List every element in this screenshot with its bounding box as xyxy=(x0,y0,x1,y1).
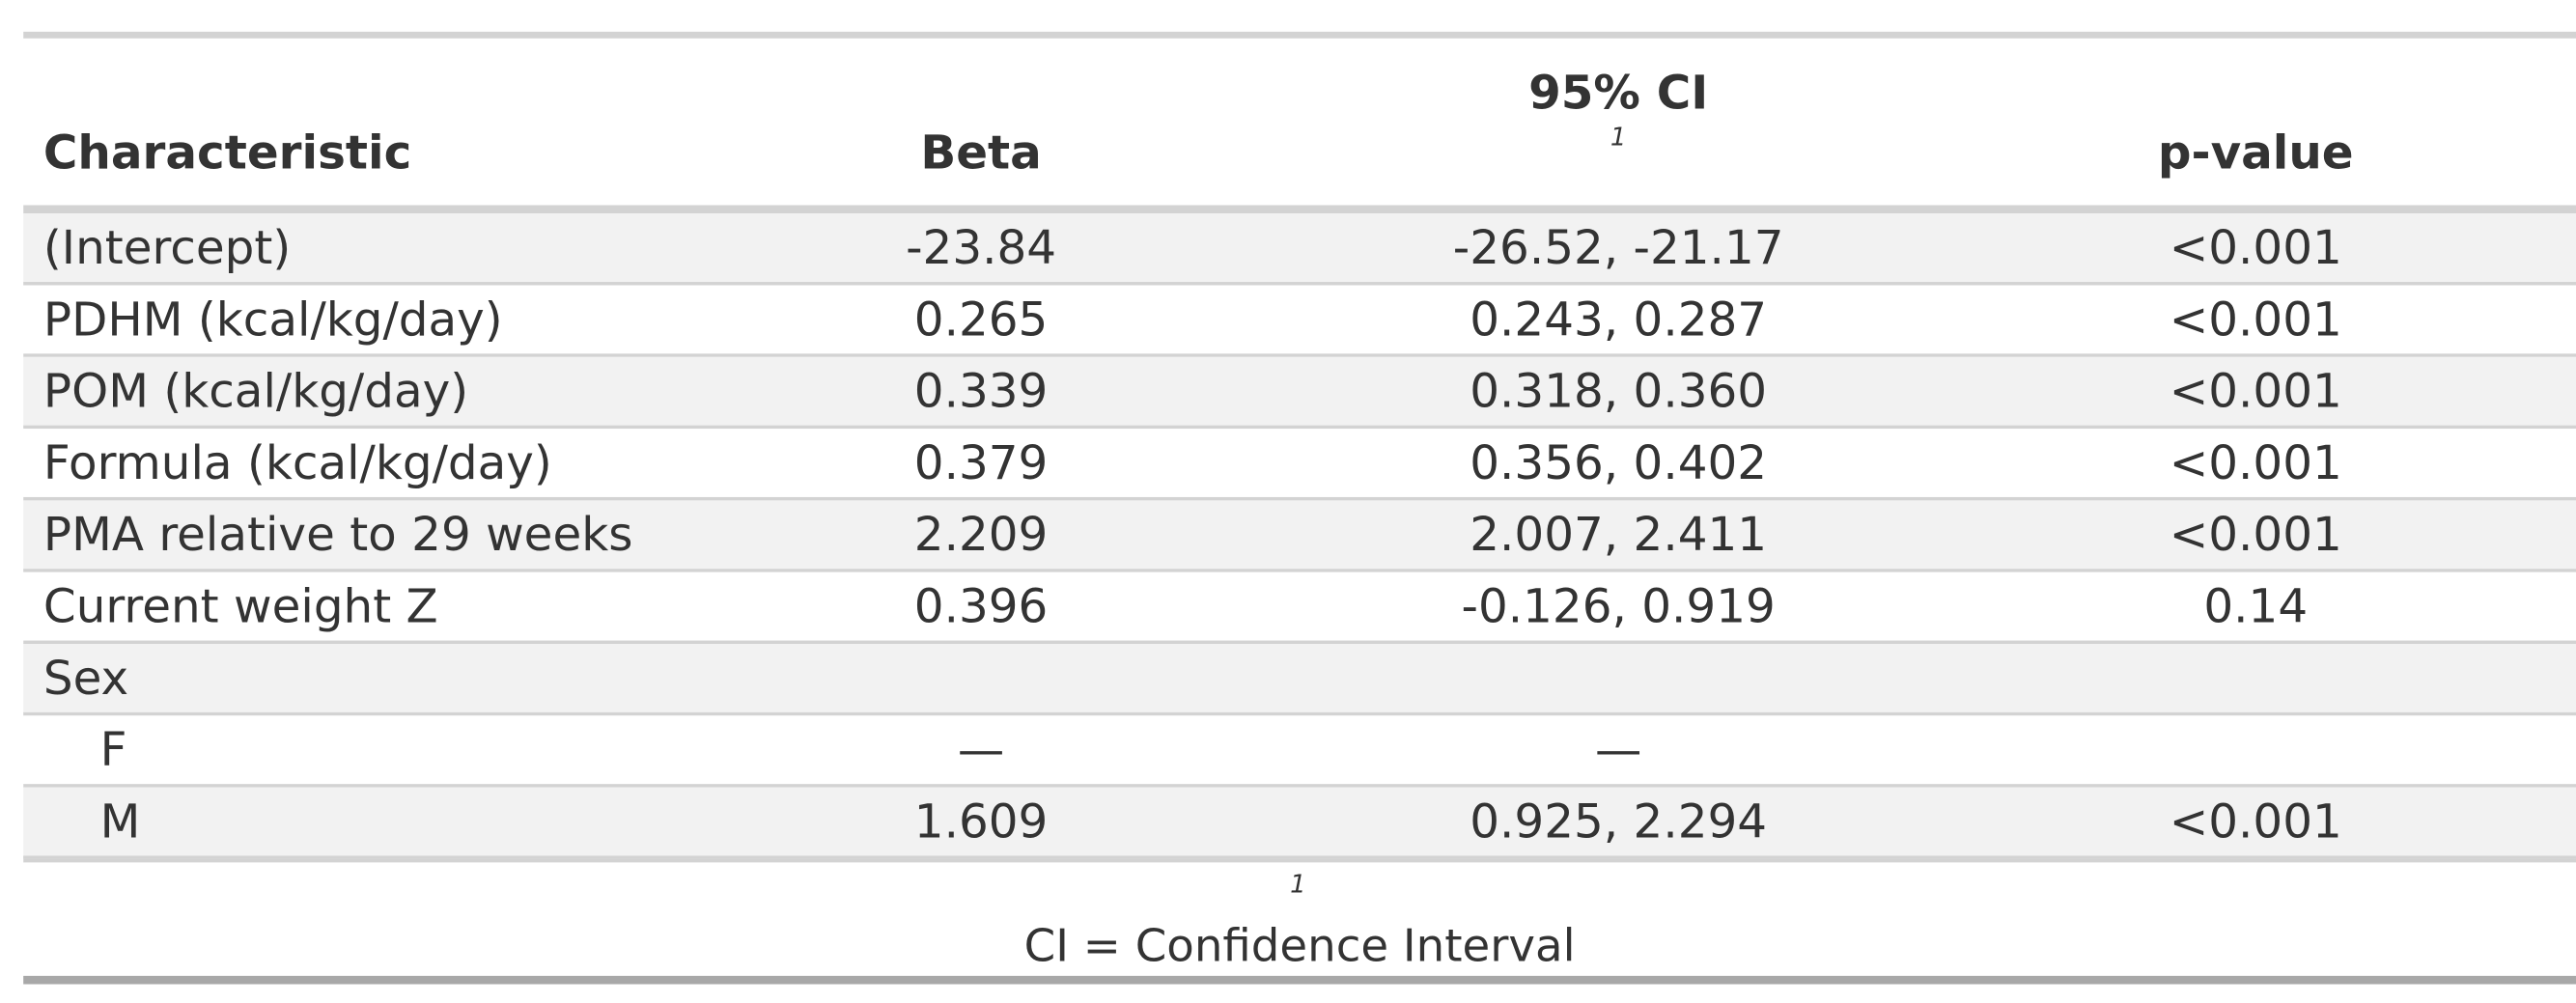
beta-cell: 0.379 xyxy=(913,435,1049,491)
header-rule xyxy=(23,205,2576,214)
header-characteristic: Characteristic xyxy=(42,125,412,181)
p-value-cell: <0.001 xyxy=(2169,507,2342,563)
table-row: Current weight Z 0.396 -0.126, 0.919 0.14 xyxy=(23,571,2576,645)
ci-cell: -0.126, 0.919 xyxy=(1461,578,1776,634)
beta-cell: -23.84 xyxy=(906,220,1057,276)
table-bottom-rule xyxy=(23,855,2576,863)
beta-cell: 0.265 xyxy=(913,292,1049,348)
p-value-cell: <0.001 xyxy=(2169,794,2342,850)
ci-cell: — xyxy=(1594,722,1642,778)
row-label-cell: Sex xyxy=(42,650,129,706)
ci-cell: 0.925, 2.294 xyxy=(1470,794,1768,850)
p-value-cell: <0.001 xyxy=(2169,292,2342,348)
table-row: PMA relative to 29 weeks 2.209 2.007, 2.41… xyxy=(23,500,2576,572)
table-row: (Intercept) -23.84 -26.52, -21.17 <0.001 xyxy=(23,213,2576,286)
beta-cell: 1.609 xyxy=(913,794,1049,850)
beta-cell: 0.339 xyxy=(913,363,1049,419)
p-value-cell: 0.14 xyxy=(2203,578,2309,634)
p-value-cell: <0.001 xyxy=(2169,363,2342,419)
table-row: F — — xyxy=(23,715,2576,788)
ci-cell: 0.356, 0.402 xyxy=(1470,435,1768,491)
row-label-cell: F xyxy=(99,722,127,778)
table-row: PDHM (kcal/kg/day) 0.265 0.243, 0.287 <0.00… xyxy=(23,285,2576,357)
row-label-cell: Current weight Z xyxy=(42,578,438,634)
p-value-cell: <0.001 xyxy=(2169,220,2342,276)
table-end-rule xyxy=(23,975,2576,985)
table-row: Sex xyxy=(23,644,2576,716)
row-label-cell: Formula (kcal/kg/day) xyxy=(42,435,552,491)
table-header: Characteristic Beta 95% CI 1 p-value xyxy=(23,39,2576,206)
row-label-cell: PDHM (kcal/kg/day) xyxy=(42,292,503,348)
ci-cell: 2.007, 2.411 xyxy=(1470,507,1768,563)
table-body: (Intercept) -23.84 -26.52, -21.17 <0.001 PDH… xyxy=(23,213,2576,859)
row-label-cell: M xyxy=(99,794,141,850)
regression-table: Characteristic Beta 95% CI 1 p-value (In… xyxy=(23,31,2576,985)
header-p-value: p-value xyxy=(2157,125,2354,181)
table-footer: 1 CI = Confidence Interval xyxy=(23,862,2576,976)
table-row: M 1.609 0.925, 2.294 <0.001 xyxy=(23,787,2576,859)
table-row: Formula (kcal/kg/day) 0.379 0.356, 0.402 <0… xyxy=(23,429,2576,501)
ci-cell: 0.318, 0.360 xyxy=(1470,363,1768,419)
header-ci-footnote-mark: 1 xyxy=(1610,122,1627,153)
beta-cell: — xyxy=(957,722,1005,778)
beta-cell: 2.209 xyxy=(913,507,1049,563)
row-label-cell: PMA relative to 29 weeks xyxy=(42,507,633,563)
header-beta: Beta xyxy=(920,125,1042,181)
row-label-cell: POM (kcal/kg/day) xyxy=(42,363,469,419)
ci-cell: 0.243, 0.287 xyxy=(1470,292,1768,348)
footnote-text: CI = Confidence Interval xyxy=(1023,920,1576,973)
p-value-cell: <0.001 xyxy=(2169,435,2342,491)
table-top-rule xyxy=(23,31,2576,39)
beta-cell: 0.396 xyxy=(913,578,1049,634)
header-ci: 95% CI xyxy=(1528,65,1709,121)
ci-cell: -26.52, -21.17 xyxy=(1452,220,1784,276)
row-label-cell: (Intercept) xyxy=(42,220,292,276)
table-row: POM (kcal/kg/day) 0.339 0.318, 0.360 <0.001 xyxy=(23,356,2576,430)
footnote-mark: 1 xyxy=(1290,869,1306,900)
